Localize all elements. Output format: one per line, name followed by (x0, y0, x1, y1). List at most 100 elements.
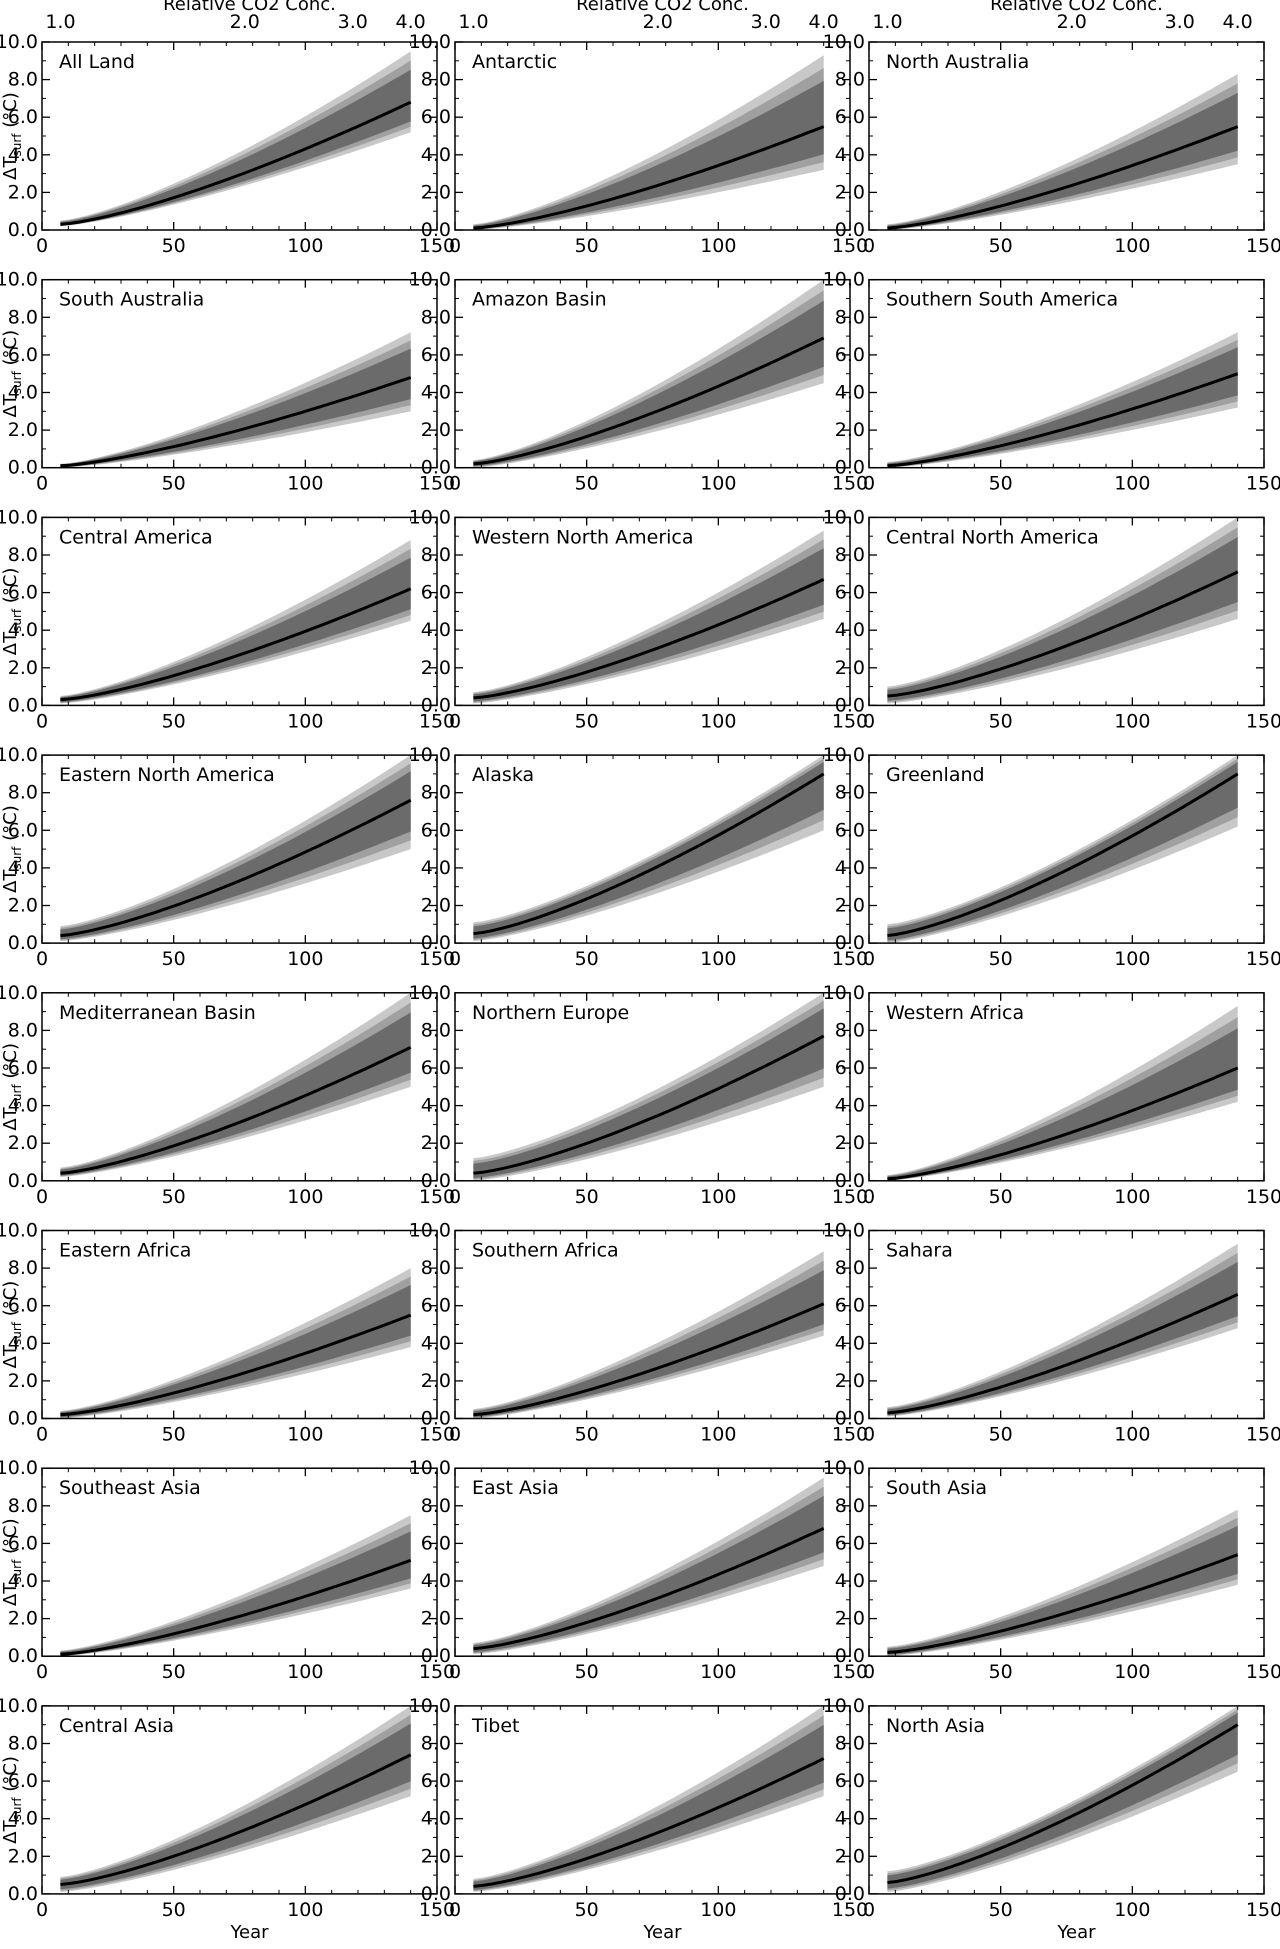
y-tick-label: 0.0 (8, 219, 38, 241)
x-tick-label: 100 (287, 1186, 323, 1208)
band-inner (60, 69, 411, 226)
x-tick-label: 50 (989, 235, 1013, 257)
y-tick-label: 4.0 (8, 619, 38, 641)
y-tick-label: 8.0 (8, 1495, 38, 1517)
x-tick-label: 150 (832, 1424, 868, 1446)
band-inner (887, 537, 1238, 701)
x-tick-label: 50 (989, 948, 1013, 970)
co2-tick-label: 2.0 (230, 11, 260, 33)
y-tick-label: 0.0 (421, 932, 451, 954)
y-tick-label: 0.0 (835, 1408, 865, 1430)
y-tick-label: 8.0 (8, 544, 38, 566)
median-line (473, 578, 825, 700)
y-tick-label: 0.0 (835, 932, 865, 954)
y-tick-label: 8.0 (421, 1733, 451, 1755)
y-axis-title-unit: (°C) (0, 568, 21, 609)
x-tick-label: 100 (287, 1424, 323, 1446)
median-line (887, 1066, 1239, 1181)
y-tick-label: 8.0 (421, 1257, 451, 1279)
y-tick-label: 2.0 (8, 895, 38, 917)
y-tick-label: 2.0 (421, 1608, 451, 1630)
y-tick-label: 4.0 (8, 1808, 38, 1830)
x-tick-label: 150 (832, 1899, 868, 1921)
x-tick-label: 0 (449, 1186, 461, 1208)
uncertainty-bands (473, 1477, 824, 1655)
y-tick-label: 6.0 (835, 1532, 865, 1554)
panel-southern-africa: 0.0 2.0 4.0 6.0 8.0 10.0 0 50 100 150 Southern Afr… (409, 1220, 868, 1446)
panel-north-asia: 0.0 2.0 4.0 6.0 8.0 10.0 0 50 100 150 North Asia Ye… (823, 1695, 1280, 1943)
y-tick-label: 8.0 (421, 544, 451, 566)
x-axis-title: Year (229, 1922, 269, 1943)
panel-title: North Asia (886, 1715, 985, 1737)
y-tick-label: 0.0 (421, 1883, 451, 1905)
y-axis-title-unit: (°C) (0, 805, 21, 846)
x-tick-label: 50 (162, 1899, 186, 1921)
y-axis-title: ΔTsurf (°C) (0, 92, 24, 180)
x-tick-label: 100 (287, 473, 323, 495)
y-tick-label: 0.0 (835, 457, 865, 479)
y-tick-label: 2.0 (835, 1845, 865, 1867)
median-line (887, 772, 1239, 938)
uncertainty-bands (60, 1705, 411, 1892)
x-tick-label: 100 (700, 1899, 736, 1921)
band-inner (60, 348, 411, 467)
y-tick-label: 4.0 (421, 144, 451, 166)
x-tick-label: 150 (419, 948, 455, 970)
y-tick-label: 4.0 (8, 1095, 38, 1117)
y-tick-label: 6.0 (835, 1295, 865, 1317)
x-tick-label: 0 (863, 1661, 875, 1683)
uncertainty-bands (887, 1243, 1238, 1417)
y-tick-label: 2.0 (421, 895, 451, 917)
y-tick-label: 4.0 (421, 382, 451, 404)
y-tick-label: 6.0 (8, 106, 38, 128)
band-inner (60, 1723, 411, 1890)
uncertainty-bands (473, 992, 824, 1181)
y-tick-label: 2.0 (421, 1132, 451, 1154)
y-tick-label: 2.0 (835, 1370, 865, 1392)
x-tick-label: 100 (287, 710, 323, 732)
y-tick-label: 8.0 (835, 1495, 865, 1517)
x-tick-label: 0 (36, 1899, 48, 1921)
y-tick-label: 0.0 (835, 1883, 865, 1905)
y-tick-label: 8.0 (835, 1733, 865, 1755)
panel-title: Eastern Africa (59, 1240, 191, 1262)
y-tick-label: 0.0 (835, 219, 865, 241)
y-tick-label: 4.0 (421, 1570, 451, 1592)
median-line (887, 1553, 1239, 1654)
uncertainty-bands (887, 332, 1238, 468)
y-tick-label: 6.0 (421, 1532, 451, 1554)
y-tick-label: 6.0 (835, 1057, 865, 1079)
y-tick-label: 2.0 (8, 1608, 38, 1630)
y-tick-label: 4.0 (835, 1570, 865, 1592)
x-tick-label: 100 (700, 1424, 736, 1446)
y-tick-label: 10.0 (0, 269, 38, 291)
y-tick-label: 2.0 (835, 895, 865, 917)
x-tick-label: 0 (863, 948, 875, 970)
x-tick-label: 0 (449, 473, 461, 495)
uncertainty-bands (887, 74, 1238, 230)
y-tick-label: 4.0 (8, 1570, 38, 1592)
uncertainty-bands (60, 540, 411, 704)
median-line (473, 336, 825, 466)
x-tick-label: 0 (36, 1186, 48, 1208)
x-tick-label: 150 (832, 473, 868, 495)
y-axis-title-sub: surf (10, 1321, 24, 1345)
y-tick-label: 10.0 (823, 982, 865, 1004)
x-tick-label: 50 (162, 948, 186, 970)
x-tick-label: 150 (1246, 710, 1280, 732)
median-line (60, 798, 412, 938)
y-axis-title-main: ΔT (0, 1819, 21, 1843)
y-tick-label: 6.0 (835, 1770, 865, 1792)
x-tick-label: 100 (1114, 235, 1150, 257)
x-tick-label: 50 (989, 710, 1013, 732)
x-tick-label: 100 (1114, 1186, 1150, 1208)
band-inner (473, 1270, 824, 1418)
panel-central-asia: 0.0 2.0 4.0 6.0 8.0 10.0 0 50 100 150 Central Asia… (0, 1695, 455, 1943)
x-tick-label: 150 (1246, 1899, 1280, 1921)
band-inner (887, 347, 1238, 467)
y-tick-label: 10.0 (0, 1695, 38, 1717)
y-tick-label: 10.0 (409, 744, 451, 766)
median-line (60, 376, 412, 468)
x-tick-label: 100 (287, 235, 323, 257)
